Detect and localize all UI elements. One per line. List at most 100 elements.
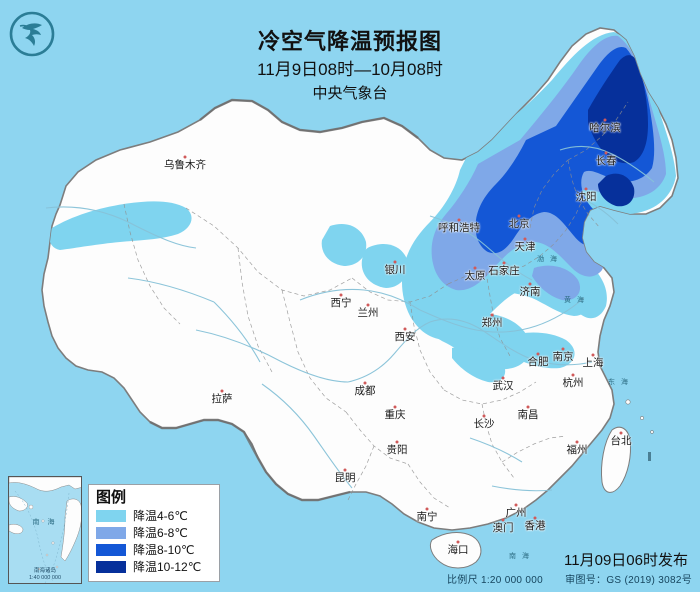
city-marker-dot (339, 293, 343, 297)
city-marker-dot (533, 516, 537, 520)
city-marker-dot (490, 313, 494, 317)
city-label: 台北 (610, 434, 632, 447)
city-marker-dot (584, 187, 588, 191)
city-label: 上海 (582, 356, 604, 369)
city-label: 海口 (447, 543, 469, 556)
city-marker-dot (536, 352, 540, 356)
city-marker-dot (425, 507, 429, 511)
city-label: 澳门 (492, 521, 514, 534)
map-metadata: 比例尺 1:20 000 000 审图号：GS (2019) 3082号 (447, 571, 692, 586)
city-label: 乌鲁木齐 (164, 158, 206, 171)
city-marker-dot (591, 353, 595, 357)
city-label: 太原 (464, 269, 486, 282)
city-label: 杭州 (562, 376, 584, 389)
legend-label: 降温6-8℃ (133, 526, 188, 541)
islands (429, 399, 654, 569)
rivers (45, 145, 655, 492)
map-scale: 比例尺 1:20 000 000 (446, 575, 543, 586)
city-label: 长春 (595, 154, 617, 167)
city-label: 呼和浩特 (438, 221, 480, 234)
city-marker-dot (343, 468, 347, 472)
city-label: 福州 (566, 443, 588, 456)
national-boundary (149, 98, 419, 502)
city-label: 哈尔滨 (589, 121, 621, 134)
sea-label: 南 海 (509, 553, 531, 560)
city-marker-dot (395, 440, 399, 444)
legend-row: 降温4-6℃ (96, 508, 213, 524)
bottom-edge-strip (0, 587, 700, 592)
city-marker-dot (456, 540, 460, 544)
city-label: 拉萨 (211, 392, 233, 405)
city-marker-dot (603, 118, 607, 122)
city-marker-dot (604, 151, 608, 155)
inset-scale-line1: 南海诸岛 (33, 568, 56, 575)
release-time: 11月09日06时发布 (564, 552, 688, 569)
city-marker-dot (526, 405, 530, 409)
city-marker-dot (393, 405, 397, 409)
legend-row: 降温10-12℃ (96, 559, 213, 575)
city-label: 银川 (384, 263, 406, 276)
city-marker-dot (517, 214, 521, 218)
legend-label: 降温4-6℃ (133, 509, 188, 524)
legend-swatch (96, 561, 126, 574)
city-marker-dot (571, 373, 575, 377)
city-label: 天津 (514, 240, 536, 253)
city-label: 石家庄 (488, 264, 520, 277)
legend-row: 降温6-8℃ (96, 525, 213, 541)
band-10-12 (588, 55, 648, 207)
legend-row: 降温8-10℃ (96, 542, 213, 558)
city-label: 沈阳 (575, 190, 597, 203)
city-label: 郑州 (481, 316, 503, 329)
city-marker-dot (501, 518, 505, 522)
inset-sea-label: 南 海 (32, 519, 58, 526)
city-label: 长沙 (473, 417, 495, 430)
city-marker-dot (523, 237, 527, 241)
legend-swatch (96, 544, 126, 557)
city-marker-dot (366, 303, 370, 307)
city-marker-dot (393, 260, 397, 264)
city-marker-dot (403, 327, 407, 331)
city-label: 济南 (519, 285, 541, 298)
legend-box: 图例 降温4-6℃ 降温6-8℃ 降温8-10℃ 降温10-12℃ (88, 484, 220, 582)
city-label: 广州 (505, 506, 527, 519)
legend-title: 图例 (96, 489, 127, 506)
city-label: 西安 (394, 330, 416, 343)
city-label: 兰州 (357, 306, 379, 319)
city-label: 南昌 (517, 408, 539, 421)
city-label: 成都 (354, 384, 376, 397)
city-label: 重庆 (384, 408, 406, 421)
city-marker-dot (220, 389, 224, 393)
map-approval-number: 审图号：GS (2019) 3082号 (565, 575, 692, 586)
city-marker-dot (183, 155, 187, 159)
province-borders (123, 101, 629, 509)
city-marker-dot (514, 503, 518, 507)
legend-label: 降温10-12℃ (133, 560, 202, 575)
city-marker-dot (501, 376, 505, 380)
city-label: 贵阳 (386, 443, 408, 456)
city-marker-dot (482, 414, 486, 418)
south-china-sea-inset: 南 海 南海诸岛 1:40 000 000 (8, 476, 82, 584)
city-marker-dot (575, 440, 579, 444)
legend-label: 降温8-10℃ (133, 543, 195, 558)
inset-map (9, 477, 81, 583)
city-label: 香港 (524, 519, 546, 532)
city-marker-dot (561, 347, 565, 351)
city-marker-dot (502, 261, 506, 265)
inset-scale-line2: 1:40 000 000 (28, 575, 62, 582)
city-marker-dot (473, 266, 477, 270)
city-label: 合肥 (527, 355, 549, 368)
city-label: 武汉 (492, 379, 514, 392)
sea-label: 渤 海 (537, 256, 559, 263)
legend-rows: 降温4-6℃ 降温6-8℃ 降温8-10℃ 降温10-12℃ (96, 508, 213, 575)
city-marker-dot (457, 218, 461, 222)
city-label: 北京 (508, 217, 530, 230)
city-label: 南宁 (416, 510, 438, 523)
city-label: 昆明 (334, 471, 356, 484)
legend-swatch (96, 510, 126, 523)
inset-scale: 南海诸岛 1:40 000 000 (9, 568, 81, 582)
city-marker-dot (528, 282, 532, 286)
sea-label: 东 海 (608, 379, 630, 386)
sea-label: 黄 海 (564, 297, 586, 304)
